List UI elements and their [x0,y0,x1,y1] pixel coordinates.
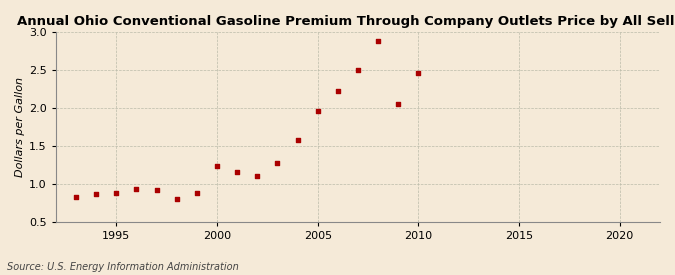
Point [212,164,223,169]
Point [151,188,162,192]
Point [272,160,283,165]
Point [71,194,82,199]
Point [292,138,303,143]
Point [393,102,404,106]
Point [373,39,383,43]
Point [232,170,242,175]
Point [131,187,142,191]
Point [252,174,263,178]
Point [91,192,102,197]
Text: Source: U.S. Energy Information Administration: Source: U.S. Energy Information Administ… [7,262,238,272]
Point [313,109,323,113]
Point [111,191,122,195]
Point [171,197,182,201]
Point [192,191,202,195]
Y-axis label: Dollars per Gallon: Dollars per Gallon [15,77,25,177]
Point [352,68,363,72]
Point [413,71,424,75]
Point [332,89,343,93]
Title: Annual Ohio Conventional Gasoline Premium Through Company Outlets Price by All S: Annual Ohio Conventional Gasoline Premiu… [18,15,675,28]
